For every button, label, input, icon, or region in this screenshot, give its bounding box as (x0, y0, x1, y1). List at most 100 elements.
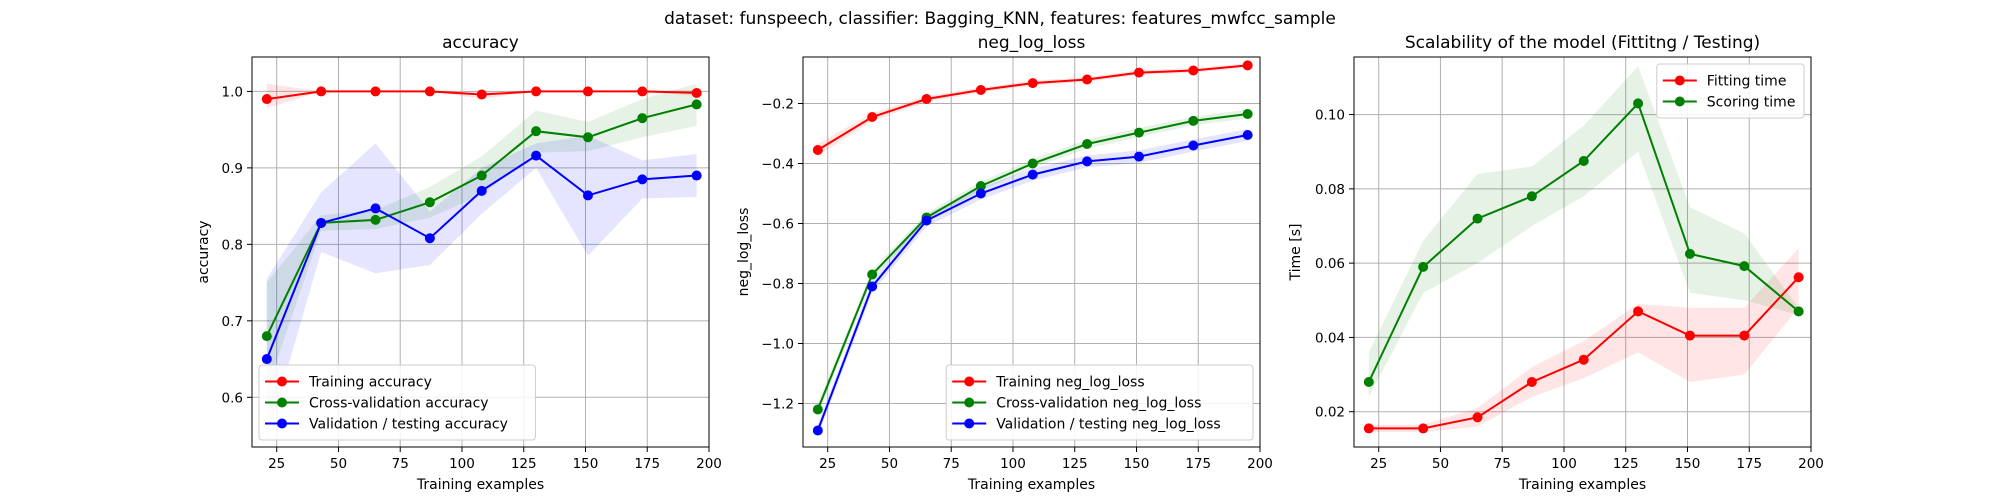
axes-frame (1353, 56, 1812, 448)
panel-title: Scalability of the model (Fittitng / Tes… (1405, 33, 1760, 53)
x-tick-label: 100 (1551, 456, 1577, 472)
x-tick-label: 125 (1613, 456, 1639, 472)
data-point (531, 150, 542, 161)
y-tick-label: 0.6 (222, 390, 243, 406)
legend-entry: Fitting time (1707, 74, 1787, 90)
legend: Fitting time Scoring time (1656, 63, 1805, 119)
legend: Training neg_log_loss Cross-validation ne… (945, 364, 1254, 441)
data-point (867, 112, 878, 122)
data-point (1793, 306, 1804, 317)
y-axis-label: accuracy (196, 220, 212, 283)
x-tick-label: 100 (1000, 456, 1026, 472)
legend-entry: Cross-validation accuracy (309, 396, 489, 412)
data-point (1578, 156, 1589, 166)
data-point (975, 188, 986, 199)
data-point (1578, 354, 1589, 365)
x-tick-label: 50 (881, 456, 898, 472)
data-point (1739, 330, 1750, 341)
legend-box (1656, 63, 1805, 119)
data-point (1418, 423, 1429, 434)
data-point (1684, 330, 1695, 341)
x-tick-label: 175 (634, 456, 660, 472)
data-point (424, 197, 435, 208)
data-point (1793, 272, 1804, 283)
figure-suptitle: dataset: funspeech, classifier: Bagging_… (664, 9, 1336, 29)
y-tick-label: 1.0 (222, 84, 243, 100)
y-tick-label: −0.8 (761, 277, 794, 293)
data-point (1633, 306, 1644, 317)
chart-panel-2: 25 50 75 100 125 150 175 200 −1.2 −1.0 −0.8 −0.6 −0.… (736, 33, 1273, 493)
x-axis-label: Training examples (1518, 477, 1646, 493)
y-tick-label: 0.08 (1315, 182, 1345, 198)
x-tick-label: 25 (268, 456, 285, 472)
legend-box (945, 364, 1254, 441)
y-tick-label: 0.7 (222, 314, 243, 330)
data-point (637, 174, 648, 185)
data-point (531, 126, 542, 137)
legend-swatch-marker (277, 397, 287, 408)
data-point (1363, 423, 1374, 434)
data-point (1526, 377, 1537, 387)
x-tick-label: 175 (1736, 456, 1762, 472)
data-point (637, 86, 648, 97)
series-band-0 (1368, 248, 1799, 433)
y-axis-label: Time [s] (1288, 224, 1304, 282)
data-point (1472, 213, 1483, 224)
data-point (1472, 412, 1483, 423)
data-point (975, 85, 986, 95)
y-axis-label: neg_log_loss (736, 208, 752, 297)
panel-title: neg_log_loss (978, 33, 1086, 53)
data-point (1082, 139, 1093, 149)
x-tick-label: 100 (449, 456, 475, 472)
data-point (1242, 109, 1253, 119)
data-point (1133, 67, 1144, 78)
x-axis-label: Training examples (416, 477, 544, 493)
data-point (867, 281, 878, 292)
data-point (1188, 65, 1199, 76)
data-point (1633, 98, 1644, 109)
data-point (812, 404, 823, 415)
data-point (1418, 261, 1429, 272)
x-tick-label: 150 (1124, 456, 1150, 472)
legend-entry: Validation / testing accuracy (309, 417, 508, 433)
x-tick-label: 125 (511, 456, 537, 472)
x-tick-label: 75 (943, 456, 960, 472)
data-point (582, 86, 593, 97)
data-point (476, 170, 487, 181)
x-axis-label: Training examples (967, 477, 1095, 493)
legend-entry: Validation / testing neg_log_loss (996, 417, 1220, 433)
x-tick-label: 25 (1370, 456, 1387, 472)
x-tick-label: 200 (1798, 456, 1824, 472)
legend-box (258, 364, 536, 441)
legend-swatch-marker (277, 376, 287, 387)
y-tick-label: −0.4 (761, 157, 794, 173)
data-point (1188, 140, 1199, 151)
y-tick-label: −1.0 (761, 337, 794, 353)
data-point (424, 233, 435, 244)
y-tick-label: −0.6 (761, 217, 794, 233)
legend-swatch-marker (964, 418, 975, 429)
data-point (1526, 191, 1537, 202)
data-point (1242, 60, 1253, 71)
chart-panels: 25 50 75 100 125 150 175 200 0.6 0.7 0.8 0.9 1.0 accu… (196, 33, 1824, 493)
y-tick-label: 0.02 (1315, 405, 1345, 421)
data-point (1684, 248, 1695, 259)
legend-entry: Scoring time (1707, 95, 1796, 111)
data-point (261, 354, 272, 365)
x-tick-label: 200 (1247, 456, 1273, 472)
legend-swatch-marker (277, 418, 287, 429)
chart-panel-3: 25 50 75 100 125 150 175 200 0.02 0.04 0.06 0.08 0.1… (1288, 33, 1824, 493)
legend: Training accuracy Cross-validation accura… (258, 364, 536, 441)
data-point (582, 132, 593, 143)
data-point (975, 181, 986, 191)
data-point (1133, 127, 1144, 138)
data-point (921, 215, 932, 226)
data-point (1027, 158, 1038, 169)
y-tick-label: 0.06 (1315, 256, 1345, 272)
data-point (531, 86, 542, 97)
panel-title: accuracy (442, 33, 519, 53)
data-point (370, 86, 381, 97)
y-tick-label: 0.9 (222, 161, 243, 177)
axes-frame (802, 56, 1261, 448)
